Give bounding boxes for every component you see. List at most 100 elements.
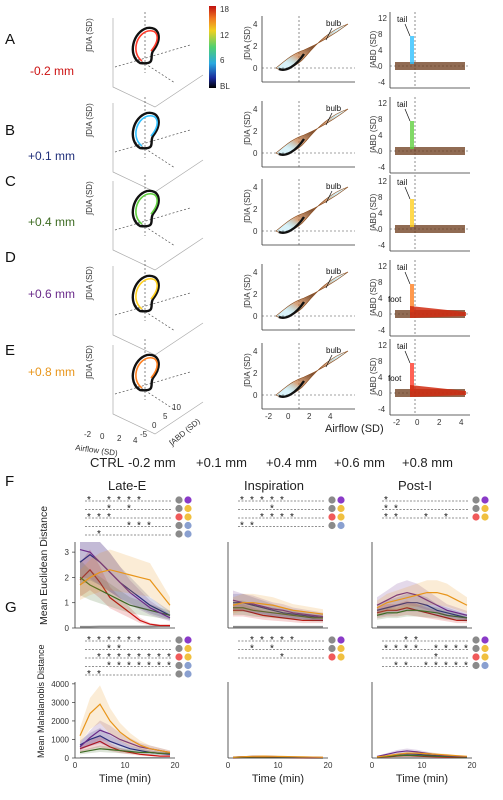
f-pair-dot <box>472 513 480 521</box>
f-sig-star: * <box>127 495 131 506</box>
trajectory-3d-color <box>135 192 158 225</box>
f-pair-dot <box>328 513 336 521</box>
g-pair-dot <box>337 644 345 653</box>
g-sig-star: * <box>107 661 111 672</box>
g-sig-star: * <box>157 652 161 663</box>
col2-bulb-pointer <box>325 190 333 204</box>
f-sig-star: * <box>127 504 131 515</box>
g-sig-star: * <box>414 635 418 646</box>
col3-ytick: 0 <box>378 225 383 234</box>
g-sig-star: * <box>414 644 418 655</box>
g-sig-star: * <box>167 652 171 663</box>
f-sig-star: * <box>394 504 398 515</box>
col2-baseline-trace <box>278 301 305 319</box>
f-sig-star: * <box>87 495 91 506</box>
g-xtick: 10 <box>418 761 427 770</box>
f-pair-dot <box>472 504 480 513</box>
g-pair-dot <box>184 644 192 653</box>
f-ytick: 2 <box>65 573 70 582</box>
col1-xtick-0: 0 <box>100 432 105 441</box>
col3-ylabel: ∫ABD (SD) <box>369 278 378 317</box>
trajectory-3d <box>131 111 160 150</box>
f-sig-star: * <box>424 512 428 523</box>
f-sig-star: * <box>127 521 131 532</box>
g-line-5 <box>376 752 468 758</box>
g-pair-dot <box>175 644 183 653</box>
f-sig-star: * <box>240 521 244 532</box>
f-pair-dot <box>184 521 192 530</box>
col1-ylabel: ∫DIA (SD) <box>85 345 94 380</box>
col3-ytick: 8 <box>378 115 383 124</box>
col1-ztick-neg5: -5 <box>140 430 148 439</box>
col2-ytick: 2 <box>253 205 258 214</box>
col2-bulb-label: bulb <box>326 182 342 191</box>
g-xtick: 20 <box>171 761 180 770</box>
g-ytick: 1000 <box>51 735 69 744</box>
g-sig-star: * <box>137 635 141 646</box>
f-sig-star: * <box>384 512 388 523</box>
g-sig-star: * <box>107 644 111 655</box>
g-pair-dot <box>481 644 489 653</box>
g-xtick: 0 <box>226 761 231 770</box>
g-pair-dot <box>337 636 345 644</box>
trajectory-3d-color <box>135 277 158 310</box>
g-sig-star: * <box>404 661 408 672</box>
f-sig-star: * <box>250 495 254 506</box>
f-pair-dot <box>337 496 345 504</box>
col3-xtick: 0 <box>415 418 420 427</box>
g-sig-star: * <box>454 644 458 655</box>
col2-baseline-trace <box>278 138 305 156</box>
panel-letter-f: F <box>5 473 14 490</box>
g-sig-star: * <box>434 644 438 655</box>
col3-scatter-band <box>395 62 465 70</box>
g-sig-star: * <box>107 652 111 663</box>
col2-ytick: 2 <box>253 127 258 136</box>
f-band-5 <box>80 549 170 614</box>
f-pair-dot <box>481 504 489 513</box>
col2-xtick: 4 <box>328 412 333 421</box>
f-line-0 <box>80 625 170 628</box>
col3-foot-wedge <box>410 385 466 397</box>
colorbar-tick-6: 6 <box>220 56 225 65</box>
g-sig-star: * <box>250 644 254 655</box>
colorbar-tick-18: 18 <box>220 5 229 14</box>
col3-ytick: 4 <box>378 131 383 140</box>
f-pair-dot <box>184 530 192 538</box>
col2-ytick: 4 <box>253 268 258 277</box>
col3-ytick: 0 <box>378 310 383 319</box>
g-pair-dot <box>472 644 480 653</box>
f-panel-1: * * * * *** * * ** * <box>227 495 345 629</box>
g-sig-star: * <box>280 635 284 646</box>
col2-scatter-cloud <box>275 350 349 397</box>
colorbar-tick-bl: BL <box>220 82 230 91</box>
g-sig-star: * <box>280 652 284 663</box>
col3-tail-label: tail <box>397 178 407 187</box>
f-ytick: 0 <box>65 624 70 633</box>
f-sig-star: * <box>97 529 101 540</box>
col3-ytick: 8 <box>378 278 383 287</box>
col3-ytick: 8 <box>378 30 383 39</box>
f-band-4 <box>233 590 323 621</box>
g-sig-star: * <box>394 661 398 672</box>
g-panel-0: * * * * * ** ** * * * * * * ** * * * * * ** *010002000300040… <box>51 635 192 785</box>
col3-ylabel: ∫ABD (SD) <box>369 193 378 232</box>
condition-label-c: +0.4 mm <box>28 215 75 229</box>
f-sig-star: * <box>384 504 388 515</box>
g-pair-dot <box>175 636 183 644</box>
colorbar-tick-12: 12 <box>220 31 229 40</box>
col3-ytick: -4 <box>378 78 386 87</box>
f-pair-dot <box>184 513 192 521</box>
col2-ytick: 0 <box>253 227 258 236</box>
g-sig-star: * <box>290 635 294 646</box>
f-line-3 <box>233 607 323 619</box>
col1-ztick-0: 0 <box>152 421 157 430</box>
g-sig-star: * <box>434 661 438 672</box>
g-pair-dot <box>175 653 183 661</box>
col2-bulb-label: bulb <box>326 104 342 113</box>
f-pair-dot <box>328 496 336 504</box>
